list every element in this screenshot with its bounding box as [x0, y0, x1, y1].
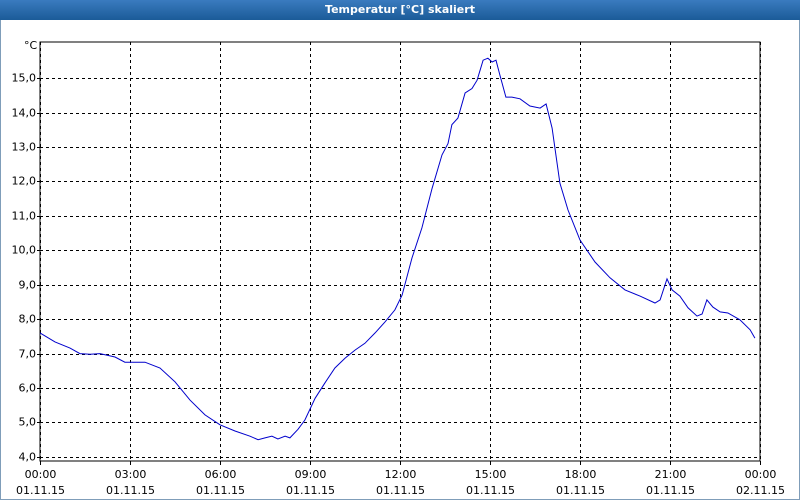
x-tick-label: 12:00	[385, 468, 417, 481]
x-tick-label: 00:00	[25, 468, 57, 481]
x-tick-label: 03:00	[115, 468, 147, 481]
y-tick-label: 7,0	[19, 348, 37, 361]
y-tick-label: 10,0	[12, 244, 37, 257]
chart-title: Temperatur [°C] skaliert	[325, 3, 475, 16]
temperature-line	[39, 57, 756, 441]
x-tick-date: 01.11.15	[106, 484, 155, 497]
y-tick-label: 4,0	[19, 451, 37, 464]
title-bar	[0, 0, 800, 20]
x-tick-date: 01.11.15	[376, 484, 425, 497]
y-tick-label: 14,0	[12, 107, 37, 120]
y-tick-label: 6,0	[19, 382, 37, 395]
x-tick-label: 06:00	[205, 468, 237, 481]
y-unit: °C	[24, 39, 38, 52]
x-tick-date: 01.11.15	[646, 484, 695, 497]
y-tick-label: 9,0	[19, 279, 37, 292]
x-tick-label: 18:00	[565, 468, 597, 481]
y-tick-label: 8,0	[19, 313, 37, 326]
x-tick-label: 21:00	[655, 468, 687, 481]
y-tick-label: 13,0	[12, 141, 37, 154]
x-tick-label: 00:00	[745, 468, 777, 481]
y-tick-label: 12,0	[12, 175, 37, 188]
y-tick-label: 11,0	[12, 210, 37, 223]
x-tick-date: 01.11.15	[286, 484, 335, 497]
y-tick-label: 15,0	[12, 72, 37, 85]
y-tick-label: 5,0	[19, 416, 37, 429]
x-tick-label: 15:00	[475, 468, 507, 481]
x-tick-date: 01.11.15	[16, 484, 65, 497]
x-tick-label: 09:00	[295, 468, 327, 481]
x-tick-date: 01.11.15	[556, 484, 605, 497]
x-tick-date: 02.11.15	[736, 484, 785, 497]
x-tick-date: 01.11.15	[196, 484, 245, 497]
x-tick-date: 01.11.15	[466, 484, 515, 497]
